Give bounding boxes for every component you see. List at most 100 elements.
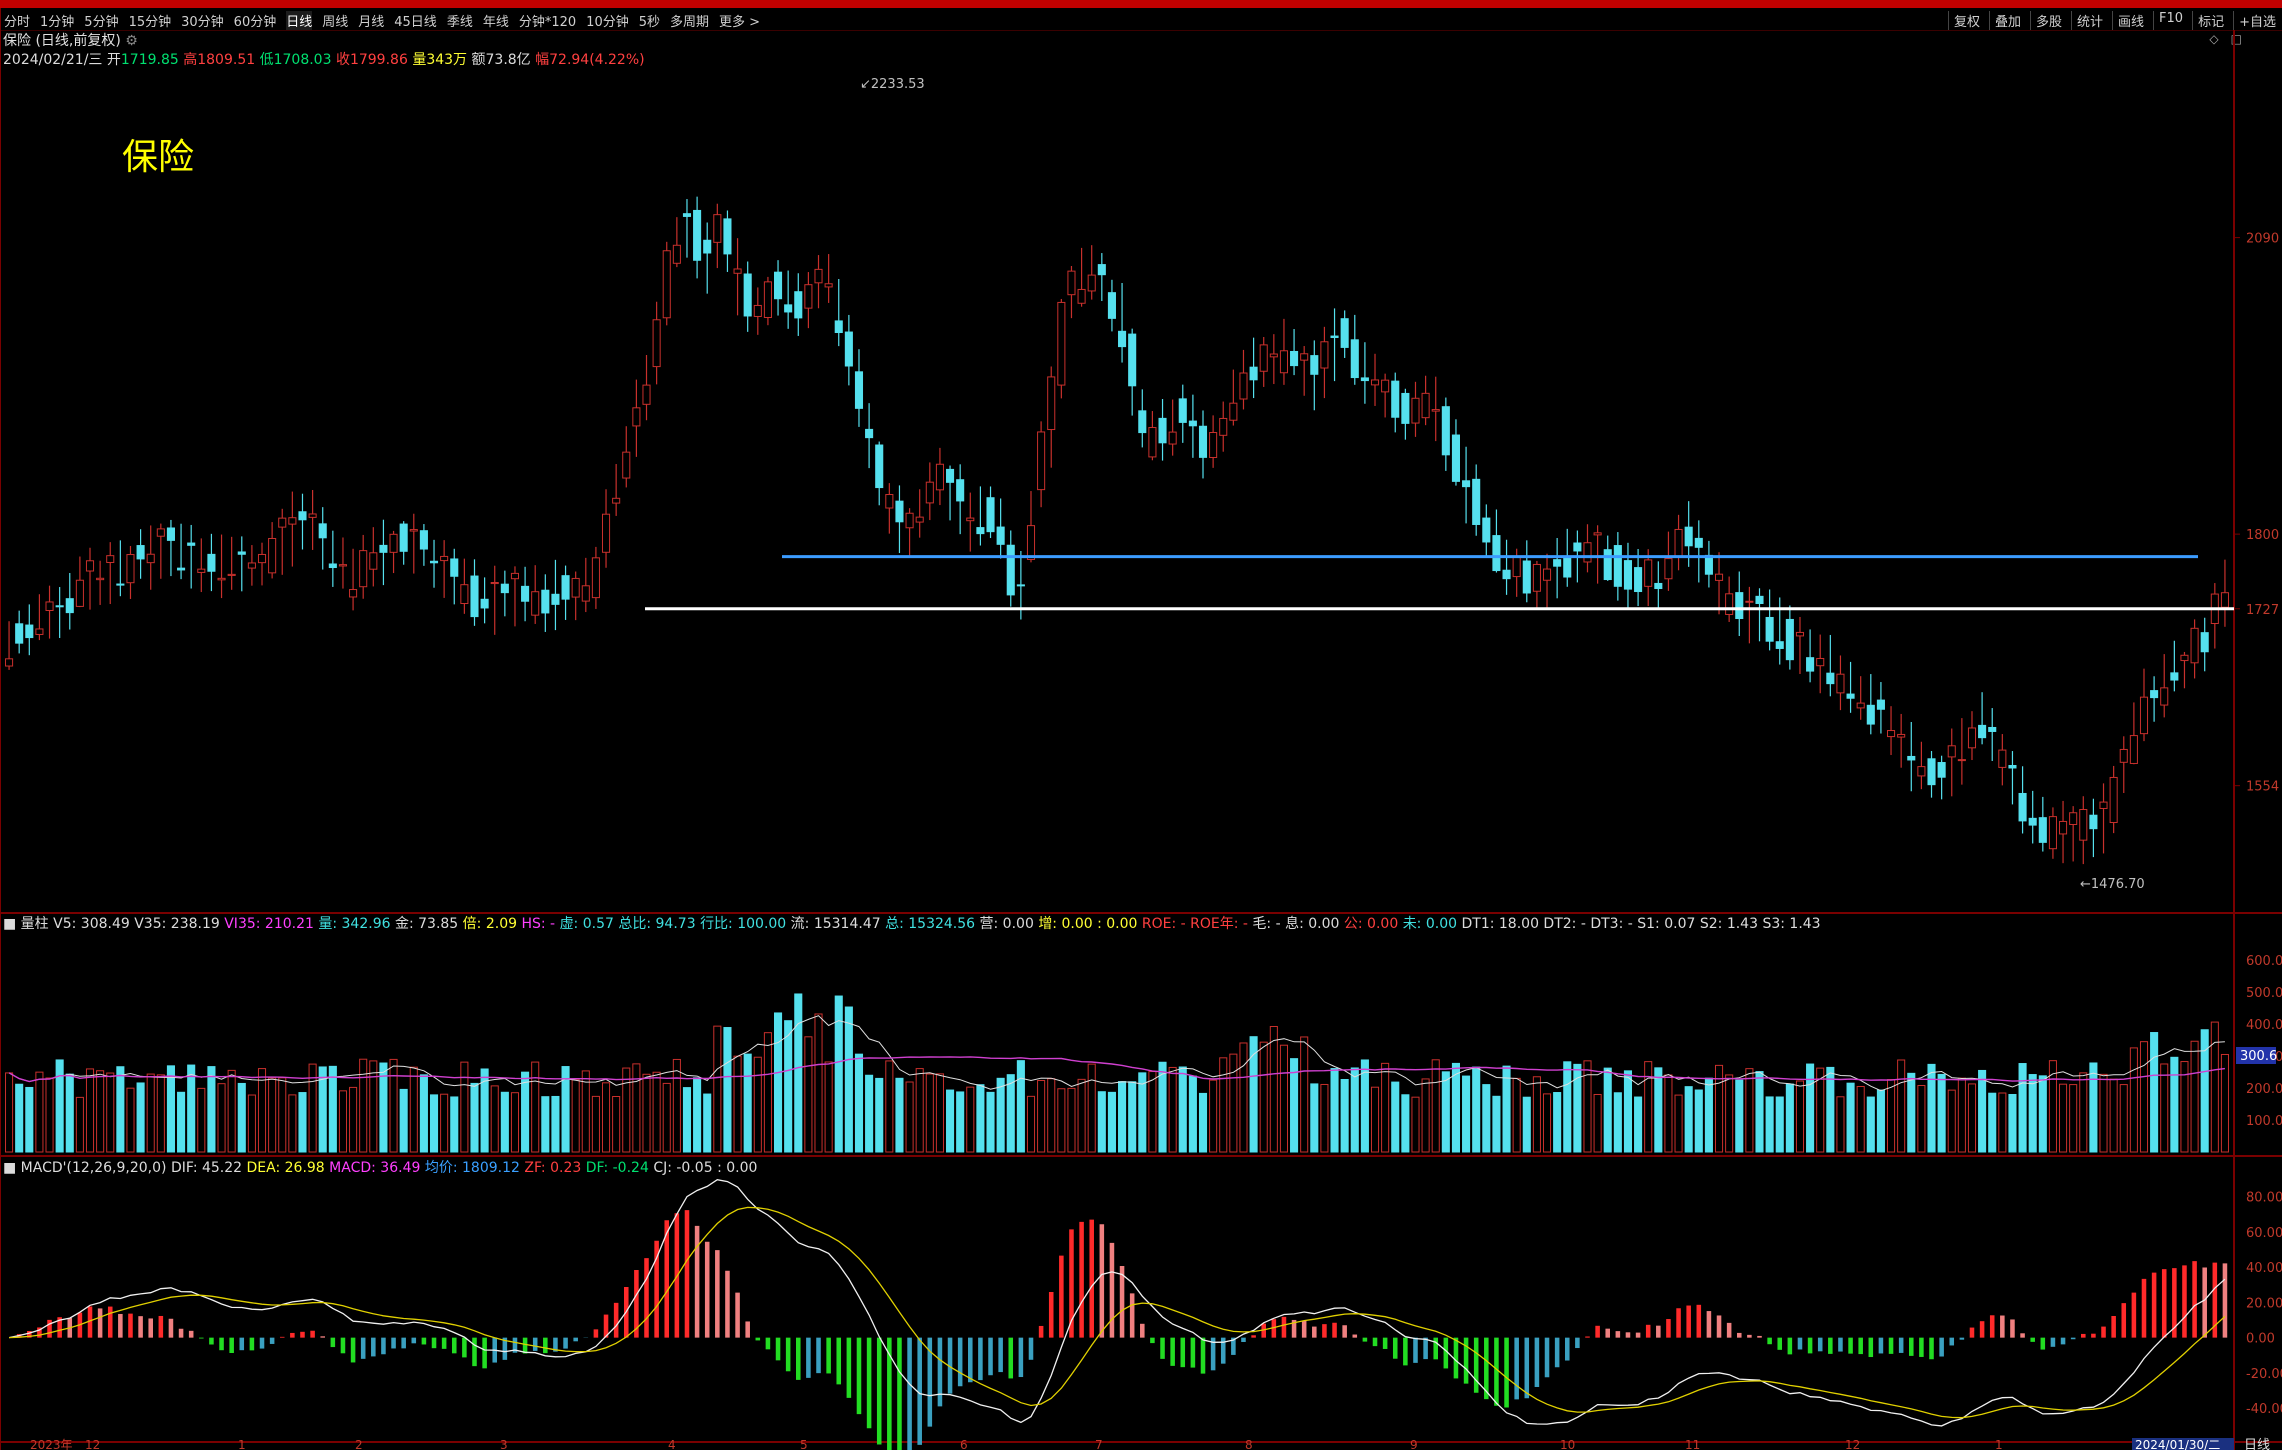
maximize-icon[interactable]: □ xyxy=(2230,32,2242,46)
period-tab[interactable]: 年线 xyxy=(482,15,509,30)
x-axis-current-box xyxy=(2132,1438,2234,1450)
volume-bar xyxy=(784,1020,793,1153)
candle-body xyxy=(106,555,115,563)
period-tab[interactable]: 月线 xyxy=(358,15,385,30)
volume-bar xyxy=(1573,1063,1582,1153)
period-tab[interactable]: 季线 xyxy=(446,15,473,30)
period-tab[interactable]: 45日线 xyxy=(394,15,437,30)
tool-button[interactable]: +自选 xyxy=(2233,11,2276,30)
candle-body xyxy=(1219,417,1228,436)
period-toolbar: 分时 1分钟 5分钟 15分钟 30分钟 60分钟 日线 周线 月线 45日线 季线 年线 分钟*120… xyxy=(0,8,2282,31)
volume-bar xyxy=(308,1063,317,1153)
candle-body xyxy=(905,512,914,529)
tool-button[interactable]: 复权 xyxy=(1947,11,1980,30)
indicator-value: 虚: 0.57 xyxy=(559,916,619,932)
price-axis-label: 1727 xyxy=(2246,603,2279,618)
candle-body xyxy=(85,560,95,572)
amt-label: 额 xyxy=(471,52,486,68)
candle-body xyxy=(5,658,14,667)
volume-bar xyxy=(1917,1085,1926,1153)
indicator-value: S3: 1.43 xyxy=(1762,916,1821,932)
period-tab[interactable]: 分钟*120 xyxy=(518,15,577,30)
period-tab[interactable]: 1分钟 xyxy=(40,15,75,30)
candle-body xyxy=(116,583,125,586)
candle-body xyxy=(885,494,894,509)
macd-axis-label: -40.00 xyxy=(2246,1402,2282,1417)
candle-body xyxy=(1492,535,1501,572)
period-tab[interactable]: 15分钟 xyxy=(128,15,172,30)
volume-bar xyxy=(429,1094,439,1153)
candle-body xyxy=(895,500,904,523)
candle-body xyxy=(976,527,985,535)
candle-body xyxy=(1300,353,1309,361)
volume-bar xyxy=(96,1070,105,1153)
volume-bar xyxy=(1391,1081,1400,1153)
tool-button[interactable]: 标记 xyxy=(2192,11,2224,30)
volume-bar xyxy=(1138,1072,1147,1153)
candle-body xyxy=(1866,704,1875,725)
volume-bar xyxy=(45,1077,54,1153)
volume-bar xyxy=(1856,1085,1865,1153)
candle-body xyxy=(875,444,884,489)
chart-title[interactable]: 保险 (日线,前复权) xyxy=(3,33,121,49)
volume-bar xyxy=(2190,1040,2199,1153)
candle-body xyxy=(227,573,236,576)
volume-bar xyxy=(2048,1060,2057,1153)
period-tab[interactable]: 10分钟 xyxy=(586,15,629,30)
volume-bar xyxy=(1795,1080,1805,1153)
candle-body xyxy=(419,530,428,550)
candle-body xyxy=(1391,380,1400,418)
candle-body xyxy=(844,331,853,367)
volume-bar xyxy=(2038,1075,2047,1153)
tool-button[interactable]: 统计 xyxy=(2071,11,2103,30)
volume-bar xyxy=(693,1077,702,1153)
volume-bar xyxy=(166,1065,175,1153)
candle-body xyxy=(490,582,499,585)
volume-bar xyxy=(1623,1070,1633,1153)
candle-body xyxy=(187,542,196,546)
volume-axis-label: 200.0 xyxy=(2246,1082,2282,1097)
candle-body xyxy=(136,545,145,560)
volume-bar xyxy=(733,1055,742,1153)
tool-button[interactable]: F10 xyxy=(2153,11,2183,30)
period-tab[interactable]: 5分钟 xyxy=(84,15,119,30)
diamond-icon[interactable]: ◇ xyxy=(2209,32,2219,46)
volume-bar xyxy=(1745,1068,1754,1153)
indicator-value: 公: 0.00 xyxy=(1343,916,1403,932)
indicator-value: DF: -0.24 xyxy=(585,1160,654,1176)
period-tab[interactable]: 日线 xyxy=(286,11,313,30)
volume-bar xyxy=(1644,1061,1653,1153)
volume-bar xyxy=(2139,1041,2149,1153)
period-tab[interactable]: 5秒 xyxy=(638,15,660,30)
volume-bar xyxy=(1269,1026,1278,1153)
period-tab[interactable]: 60分钟 xyxy=(233,15,277,30)
period-tab[interactable]: 多周期 xyxy=(670,15,710,30)
period-tab[interactable]: 30分钟 xyxy=(181,15,224,30)
volume-bar xyxy=(1664,1074,1673,1153)
volume-bar xyxy=(1198,1092,1208,1153)
candle-body xyxy=(824,283,833,288)
tool-button[interactable]: 多股 xyxy=(2030,11,2062,30)
indicator-name[interactable]: ■ 量柱 xyxy=(3,916,54,932)
settings-icon[interactable]: ⚙ xyxy=(125,33,138,49)
volume-bar xyxy=(642,1073,651,1153)
volume-bar xyxy=(946,1089,955,1153)
candle-body xyxy=(166,527,175,541)
volume-bar xyxy=(703,1093,712,1153)
volume-bar xyxy=(480,1068,489,1153)
volume-bar xyxy=(1694,1089,1703,1153)
indicator-name[interactable]: ■ MACD'(12,26,9,20,0) xyxy=(3,1160,171,1176)
volume-bar xyxy=(1613,1092,1622,1153)
x-axis-label: 7 xyxy=(1095,1438,1103,1450)
candle-body xyxy=(966,517,975,522)
volume-bar xyxy=(470,1082,479,1153)
period-tab[interactable]: 周线 xyxy=(322,15,349,30)
tool-button[interactable]: 叠加 xyxy=(1988,11,2021,30)
period-tab[interactable]: 分时 xyxy=(4,15,31,30)
indicator-value: 营: 0.00 xyxy=(979,916,1039,932)
range-label: 幅 xyxy=(535,52,550,68)
candle-body xyxy=(2220,592,2229,608)
period-tab[interactable]: 更多 > xyxy=(719,15,761,30)
tool-button[interactable]: 画线 xyxy=(2112,11,2144,30)
